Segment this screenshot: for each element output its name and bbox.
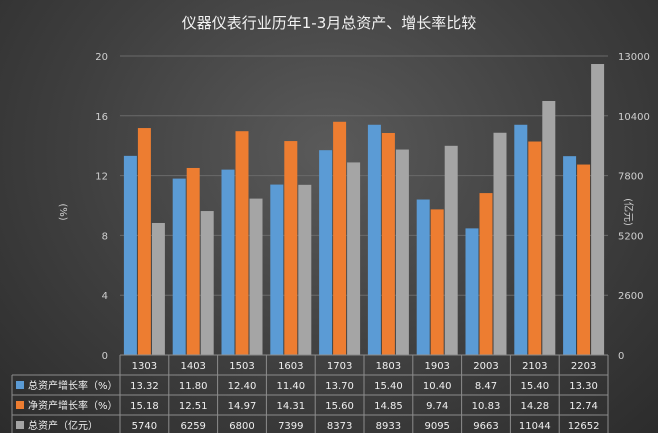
data-label: 11.80 — [179, 381, 208, 392]
bar-total-assets-growth-2003 — [465, 228, 479, 355]
bar-net-assets-growth-1503 — [235, 131, 249, 355]
y-right-tick-label: 0 — [618, 351, 624, 362]
y-axis-right: 0 2600 5200 7800 10400 13000 — [618, 52, 650, 362]
bar-total-assets-1603 — [298, 184, 312, 355]
y-axis-left-label: (%) — [57, 203, 68, 220]
data-label: 11044 — [519, 421, 551, 432]
bar-total-assets-1403 — [200, 211, 214, 355]
bar-total-assets-growth-1603 — [270, 184, 284, 355]
bar-total-assets-1803 — [395, 149, 409, 355]
y-left-tick-label: 8 — [102, 231, 108, 242]
data-label: 13.70 — [325, 381, 354, 392]
bar-net-assets-growth-1803 — [381, 132, 395, 355]
y-right-tick-label: 10400 — [618, 112, 650, 123]
bar-total-assets-growth-1903 — [416, 199, 430, 355]
data-label: 13.32 — [130, 381, 159, 392]
data-label: 8373 — [327, 421, 352, 432]
x-tick-label: 1303 — [132, 361, 157, 372]
data-label: 9663 — [473, 421, 498, 432]
data-label: 5740 — [132, 421, 157, 432]
data-label: 13.30 — [569, 381, 598, 392]
bar-total-assets-2203 — [591, 64, 605, 355]
data-label: 15.40 — [374, 381, 403, 392]
data-table: 1303 1403 1503 1603 1703 1803 1903 2003 2103 2203… — [11, 354, 609, 433]
data-label: 12.40 — [228, 381, 257, 392]
chart-title: 仪器仪表行业历年1-3月总资产、增长率比较 — [182, 14, 477, 32]
y-left-tick-label: 12 — [95, 172, 108, 183]
data-label: 14.28 — [520, 401, 549, 412]
data-label: 12652 — [568, 421, 600, 432]
bar-total-assets-1703 — [347, 162, 361, 355]
y-right-tick-label: 13000 — [618, 52, 650, 63]
bar-total-assets-growth-1803 — [367, 124, 381, 356]
bar-total-assets-1503 — [249, 198, 263, 355]
x-tick-label: 1603 — [278, 361, 303, 372]
y-left-tick-label: 20 — [95, 52, 108, 63]
x-tick-label: 1503 — [229, 361, 254, 372]
legend-label: 净资产增长率（%） — [28, 399, 118, 412]
y-axis-right-label: (亿元) — [622, 198, 635, 226]
bar-total-assets-2003 — [493, 132, 507, 355]
x-tick-label: 2003 — [473, 361, 498, 372]
legend-swatch — [16, 421, 24, 429]
y-right-tick-label: 7800 — [618, 172, 643, 183]
bar-net-assets-growth-2203 — [577, 164, 591, 355]
x-tick-label: 1403 — [180, 361, 205, 372]
bar-total-assets-1303 — [151, 222, 165, 355]
bar-total-assets-growth-1703 — [319, 150, 333, 355]
legend-label: 总资产（亿元） — [28, 419, 98, 432]
data-label: 9095 — [424, 421, 449, 432]
y-left-tick-label: 4 — [102, 291, 108, 302]
data-label: 15.60 — [325, 401, 354, 412]
legend-swatch — [16, 381, 24, 389]
data-label: 12.74 — [569, 401, 598, 412]
data-label: 10.83 — [472, 401, 501, 412]
data-label: 6259 — [180, 421, 205, 432]
data-label: 11.40 — [276, 381, 305, 392]
bar-total-assets-2103 — [542, 100, 556, 355]
data-label: 8.47 — [475, 381, 497, 392]
x-tick-label: 1803 — [376, 361, 401, 372]
y-left-tick-label: 16 — [95, 112, 108, 123]
legend-label: 总资产增长率（%） — [28, 379, 118, 392]
data-label: 14.97 — [228, 401, 257, 412]
bars — [123, 64, 605, 356]
bar-net-assets-growth-1703 — [333, 121, 347, 355]
data-label: 6800 — [229, 421, 254, 432]
bar-net-assets-growth-1903 — [430, 209, 444, 355]
bar-net-assets-growth-2103 — [528, 141, 542, 355]
data-label: 15.18 — [130, 401, 159, 412]
data-label: 14.85 — [374, 401, 403, 412]
x-tick-label: 1903 — [424, 361, 449, 372]
y-right-tick-label: 2600 — [618, 291, 643, 302]
bar-total-assets-growth-2103 — [514, 124, 528, 356]
bar-net-assets-growth-2003 — [479, 193, 493, 355]
x-tick-label: 1703 — [327, 361, 352, 372]
data-label: 12.51 — [179, 401, 208, 412]
data-label: 10.40 — [423, 381, 452, 392]
bar-net-assets-growth-1603 — [284, 141, 298, 355]
bar-net-assets-growth-1303 — [137, 128, 151, 355]
data-label: 8933 — [376, 421, 401, 432]
bar-total-assets-growth-1403 — [172, 178, 186, 355]
y-axis-left: 0 4 8 12 16 20 — [95, 52, 108, 362]
bar-total-assets-1903 — [444, 145, 458, 355]
bar-net-assets-growth-1403 — [186, 167, 200, 355]
y-right-tick-label: 5200 — [618, 231, 643, 242]
data-label: 15.40 — [520, 381, 549, 392]
data-label: 9.74 — [426, 401, 448, 412]
bar-total-assets-growth-1503 — [221, 169, 235, 355]
data-label: 14.31 — [276, 401, 305, 412]
y-left-tick-label: 0 — [102, 351, 108, 362]
legend-swatch — [16, 401, 24, 409]
x-tick-label: 2203 — [571, 361, 596, 372]
bar-total-assets-growth-2203 — [563, 156, 577, 355]
bar-total-assets-growth-1303 — [123, 155, 137, 355]
data-label: 7399 — [278, 421, 303, 432]
x-tick-label: 2103 — [522, 361, 547, 372]
